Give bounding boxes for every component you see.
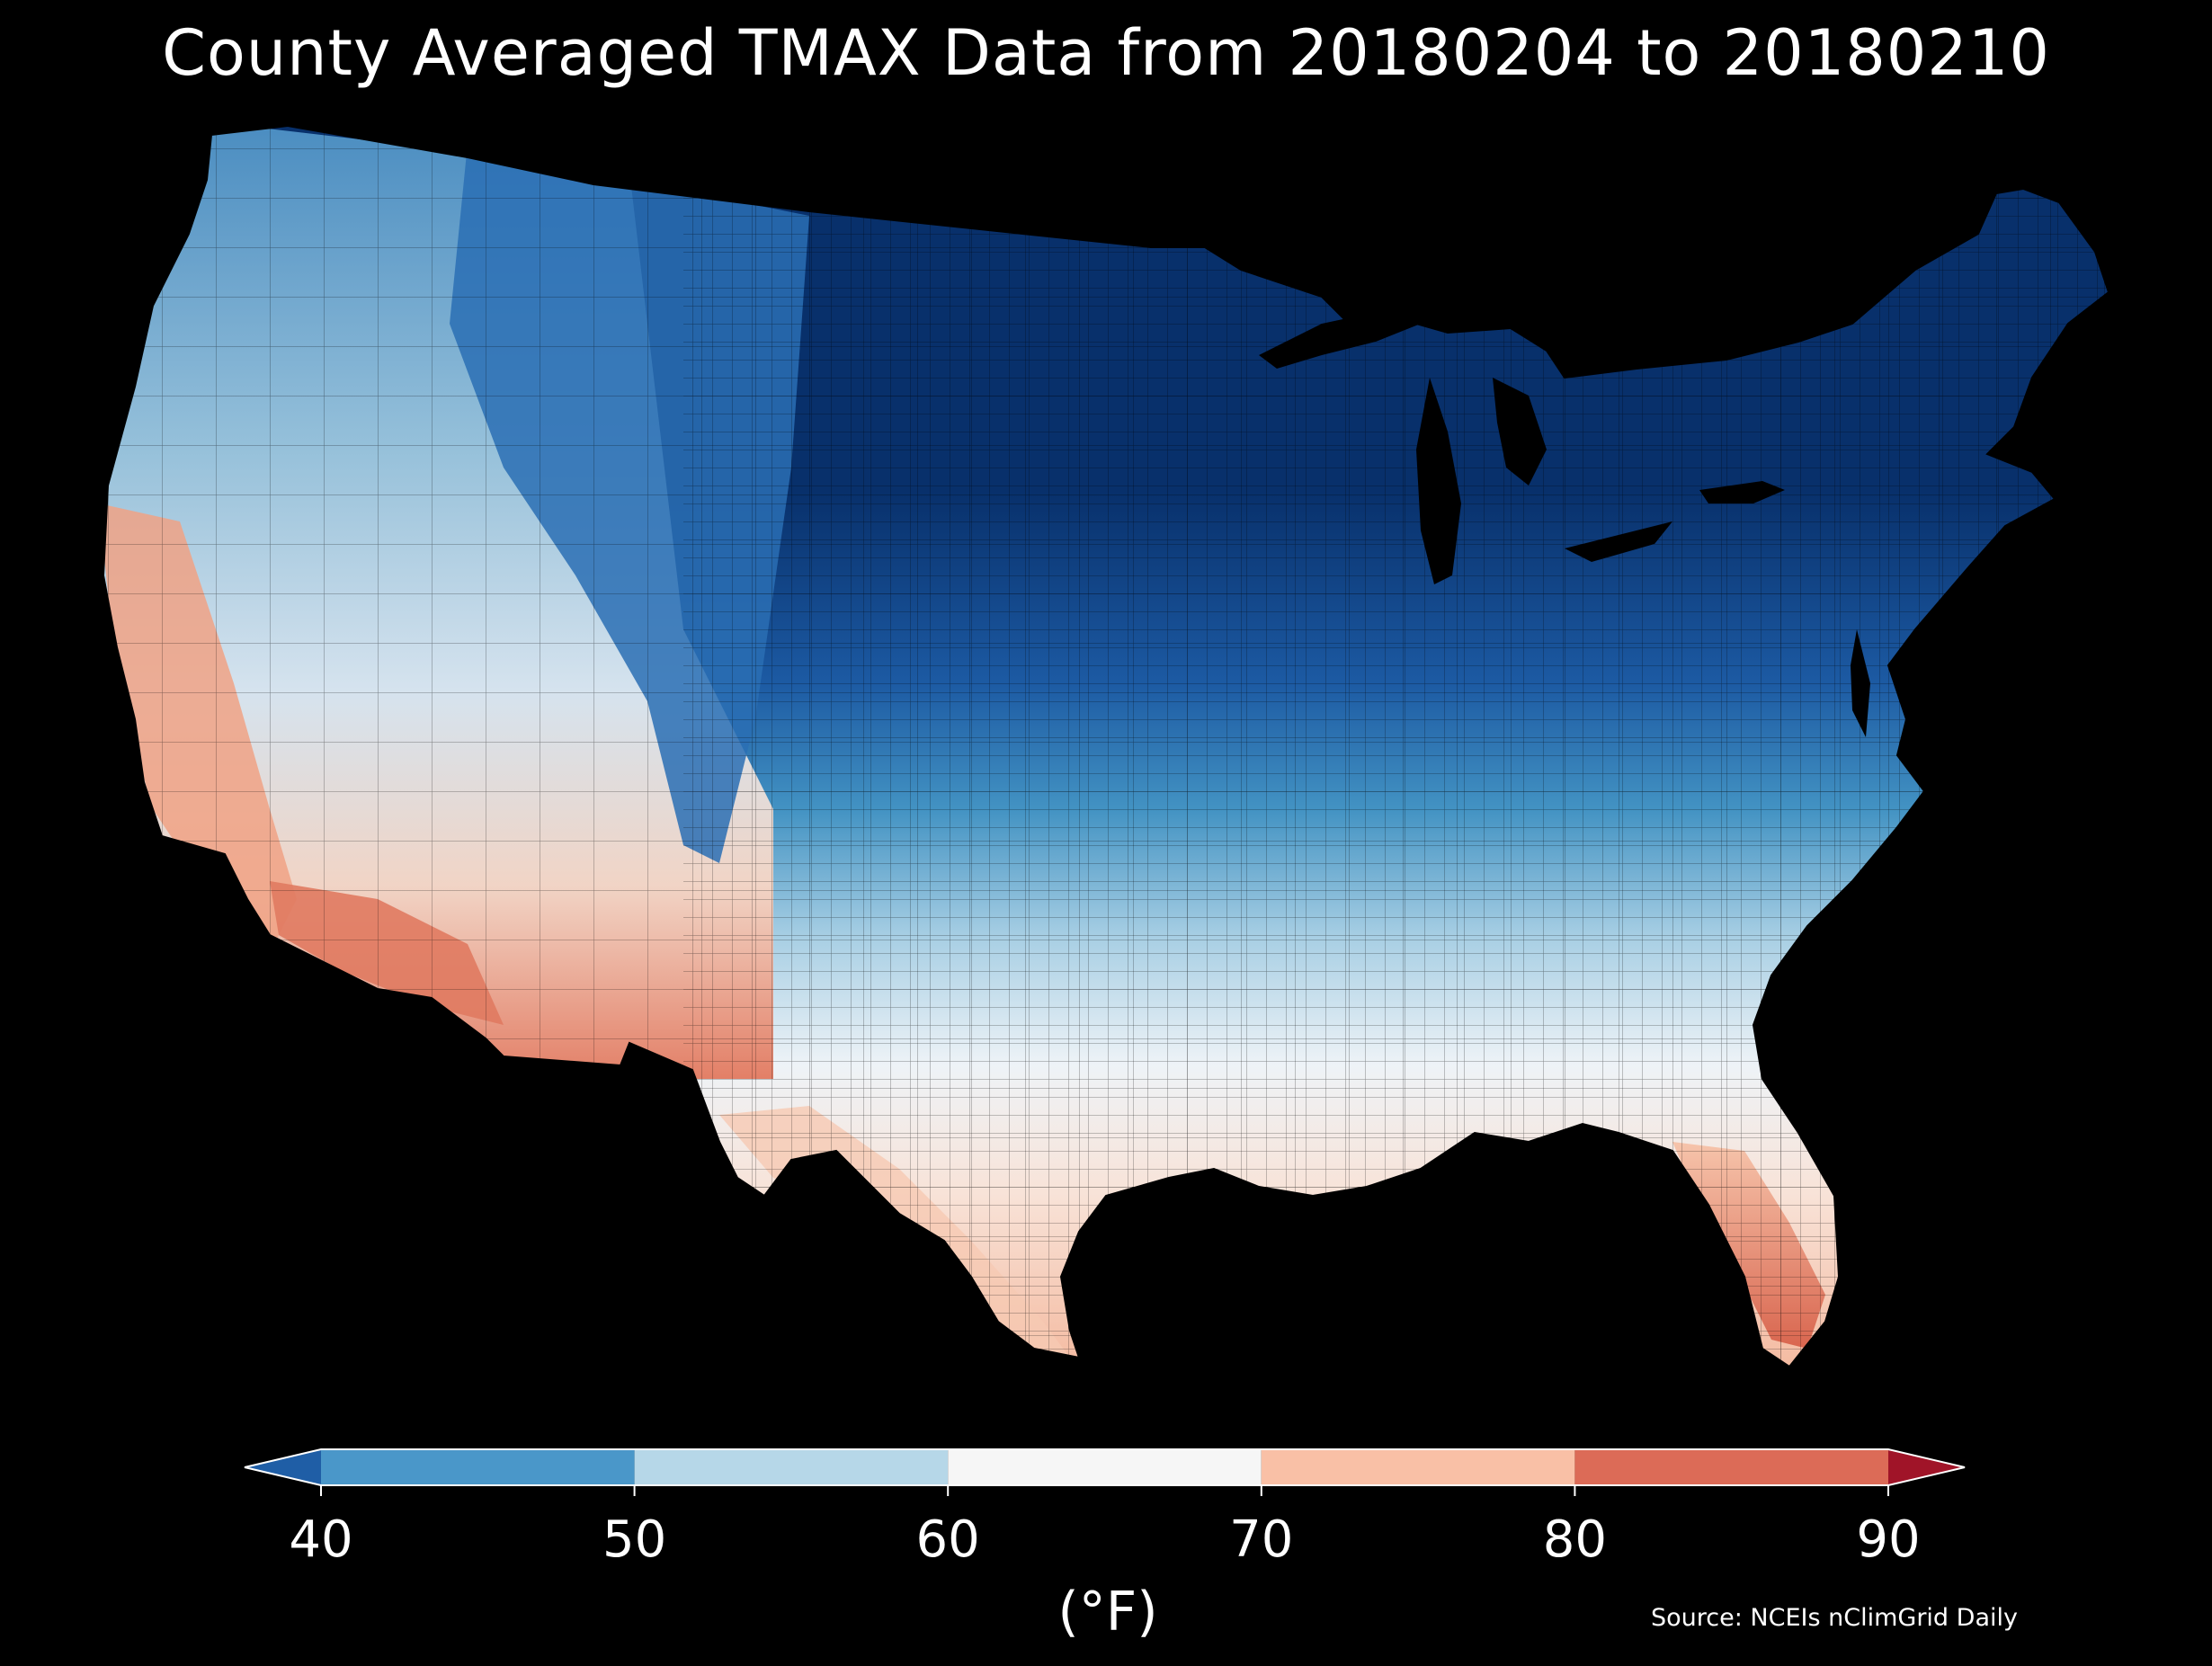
source-credit: Source: NCEIs nClimGrid Daily xyxy=(1651,1604,2018,1632)
chesapeake-bay xyxy=(1851,629,1870,737)
colorbar-bin-3 xyxy=(1261,1449,1575,1485)
colorbar-under-arrow xyxy=(245,1449,321,1485)
colorbar-bin-0 xyxy=(321,1449,635,1485)
lake-michigan xyxy=(1416,378,1461,584)
colorbar-bin-4 xyxy=(1574,1449,1888,1485)
colorbar-tick-label: 60 xyxy=(915,1510,980,1569)
colorbar-tick-label: 90 xyxy=(1856,1510,1921,1569)
colorbar-unit-label: (°F) xyxy=(1057,1581,1158,1644)
colorbar-over-arrow xyxy=(1888,1449,1965,1485)
colorbar-tick-label: 50 xyxy=(602,1510,667,1569)
lake-ontario xyxy=(1699,481,1785,503)
colorbar-tick-label: 70 xyxy=(1229,1510,1294,1569)
lake-erie xyxy=(1565,521,1672,562)
lake-superior xyxy=(1259,310,1421,369)
lake-huron xyxy=(1493,378,1547,486)
colorbar-bin-1 xyxy=(634,1449,949,1485)
map-title: County Averaged TMAX Data from 20180204 … xyxy=(162,16,2050,90)
colorbar-tick-label: 40 xyxy=(289,1510,353,1569)
colorbar-bin-2 xyxy=(948,1449,1262,1485)
colorbar-tick-label: 80 xyxy=(1542,1510,1608,1569)
